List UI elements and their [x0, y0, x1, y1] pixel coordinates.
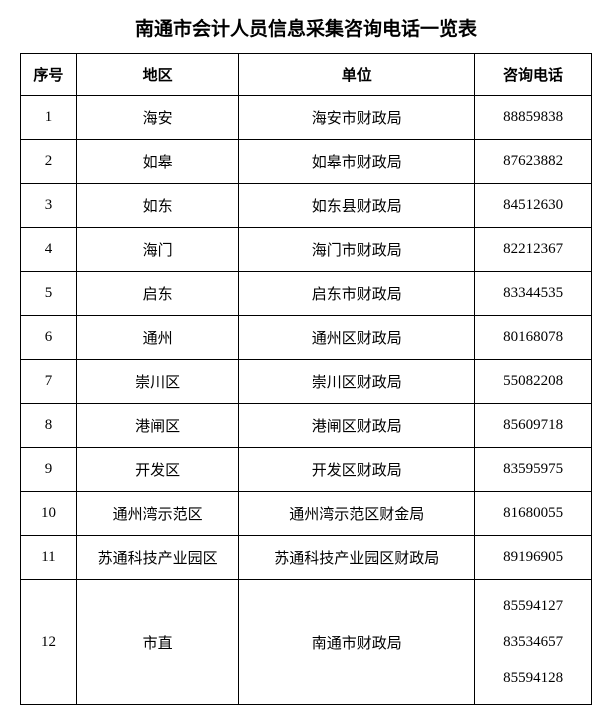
cell-phone: 88859838: [475, 96, 592, 140]
header-unit: 单位: [239, 54, 475, 96]
contact-table: 序号 地区 单位 咨询电话 1 海安 海安市财政局 88859838 2 如皋 …: [20, 53, 592, 705]
cell-region: 启东: [76, 272, 239, 316]
cell-seq: 9: [21, 448, 77, 492]
cell-region: 海安: [76, 96, 239, 140]
cell-seq: 4: [21, 228, 77, 272]
cell-region: 市直: [76, 580, 239, 705]
cell-seq: 7: [21, 360, 77, 404]
cell-phone: 89196905: [475, 536, 592, 580]
cell-unit: 港闸区财政局: [239, 404, 475, 448]
table-row: 12 市直 南通市财政局 855941278353465785594128: [21, 580, 592, 705]
cell-unit: 海安市财政局: [239, 96, 475, 140]
cell-seq: 2: [21, 140, 77, 184]
table-row: 4 海门 海门市财政局 82212367: [21, 228, 592, 272]
table-row: 6 通州 通州区财政局 80168078: [21, 316, 592, 360]
table-row: 9 开发区 开发区财政局 83595975: [21, 448, 592, 492]
table-row: 10 通州湾示范区 通州湾示范区财金局 81680055: [21, 492, 592, 536]
cell-unit: 苏通科技产业园区财政局: [239, 536, 475, 580]
cell-phone: 81680055: [475, 492, 592, 536]
cell-seq: 6: [21, 316, 77, 360]
cell-seq: 12: [21, 580, 77, 705]
cell-unit: 如东县财政局: [239, 184, 475, 228]
cell-phone: 55082208: [475, 360, 592, 404]
cell-unit: 南通市财政局: [239, 580, 475, 705]
table-row: 1 海安 海安市财政局 88859838: [21, 96, 592, 140]
cell-phone: 80168078: [475, 316, 592, 360]
cell-unit: 通州区财政局: [239, 316, 475, 360]
cell-phone: 85609718: [475, 404, 592, 448]
header-seq: 序号: [21, 54, 77, 96]
table-row: 7 崇川区 崇川区财政局 55082208: [21, 360, 592, 404]
table-row: 5 启东 启东市财政局 83344535: [21, 272, 592, 316]
cell-seq: 3: [21, 184, 77, 228]
cell-seq: 10: [21, 492, 77, 536]
cell-unit: 如皋市财政局: [239, 140, 475, 184]
cell-region: 通州湾示范区: [76, 492, 239, 536]
cell-region: 开发区: [76, 448, 239, 492]
cell-region: 如皋: [76, 140, 239, 184]
cell-seq: 1: [21, 96, 77, 140]
cell-phone: 82212367: [475, 228, 592, 272]
cell-phone: 855941278353465785594128: [475, 580, 592, 705]
cell-region: 如东: [76, 184, 239, 228]
cell-unit: 海门市财政局: [239, 228, 475, 272]
table-row: 8 港闸区 港闸区财政局 85609718: [21, 404, 592, 448]
cell-phone: 84512630: [475, 184, 592, 228]
cell-unit: 通州湾示范区财金局: [239, 492, 475, 536]
cell-region: 海门: [76, 228, 239, 272]
header-phone: 咨询电话: [475, 54, 592, 96]
table-body: 1 海安 海安市财政局 88859838 2 如皋 如皋市财政局 8762388…: [21, 96, 592, 705]
table-row: 11 苏通科技产业园区 苏通科技产业园区财政局 89196905: [21, 536, 592, 580]
table-row: 2 如皋 如皋市财政局 87623882: [21, 140, 592, 184]
cell-region: 崇川区: [76, 360, 239, 404]
cell-phone: 87623882: [475, 140, 592, 184]
cell-region: 苏通科技产业园区: [76, 536, 239, 580]
page-title: 南通市会计人员信息采集咨询电话一览表: [20, 14, 592, 41]
cell-unit: 崇川区财政局: [239, 360, 475, 404]
header-region: 地区: [76, 54, 239, 96]
cell-unit: 启东市财政局: [239, 272, 475, 316]
table-row: 3 如东 如东县财政局 84512630: [21, 184, 592, 228]
cell-unit: 开发区财政局: [239, 448, 475, 492]
cell-region: 港闸区: [76, 404, 239, 448]
table-header-row: 序号 地区 单位 咨询电话: [21, 54, 592, 96]
cell-seq: 8: [21, 404, 77, 448]
cell-seq: 11: [21, 536, 77, 580]
cell-phone: 83595975: [475, 448, 592, 492]
cell-seq: 5: [21, 272, 77, 316]
cell-phone: 83344535: [475, 272, 592, 316]
cell-region: 通州: [76, 316, 239, 360]
